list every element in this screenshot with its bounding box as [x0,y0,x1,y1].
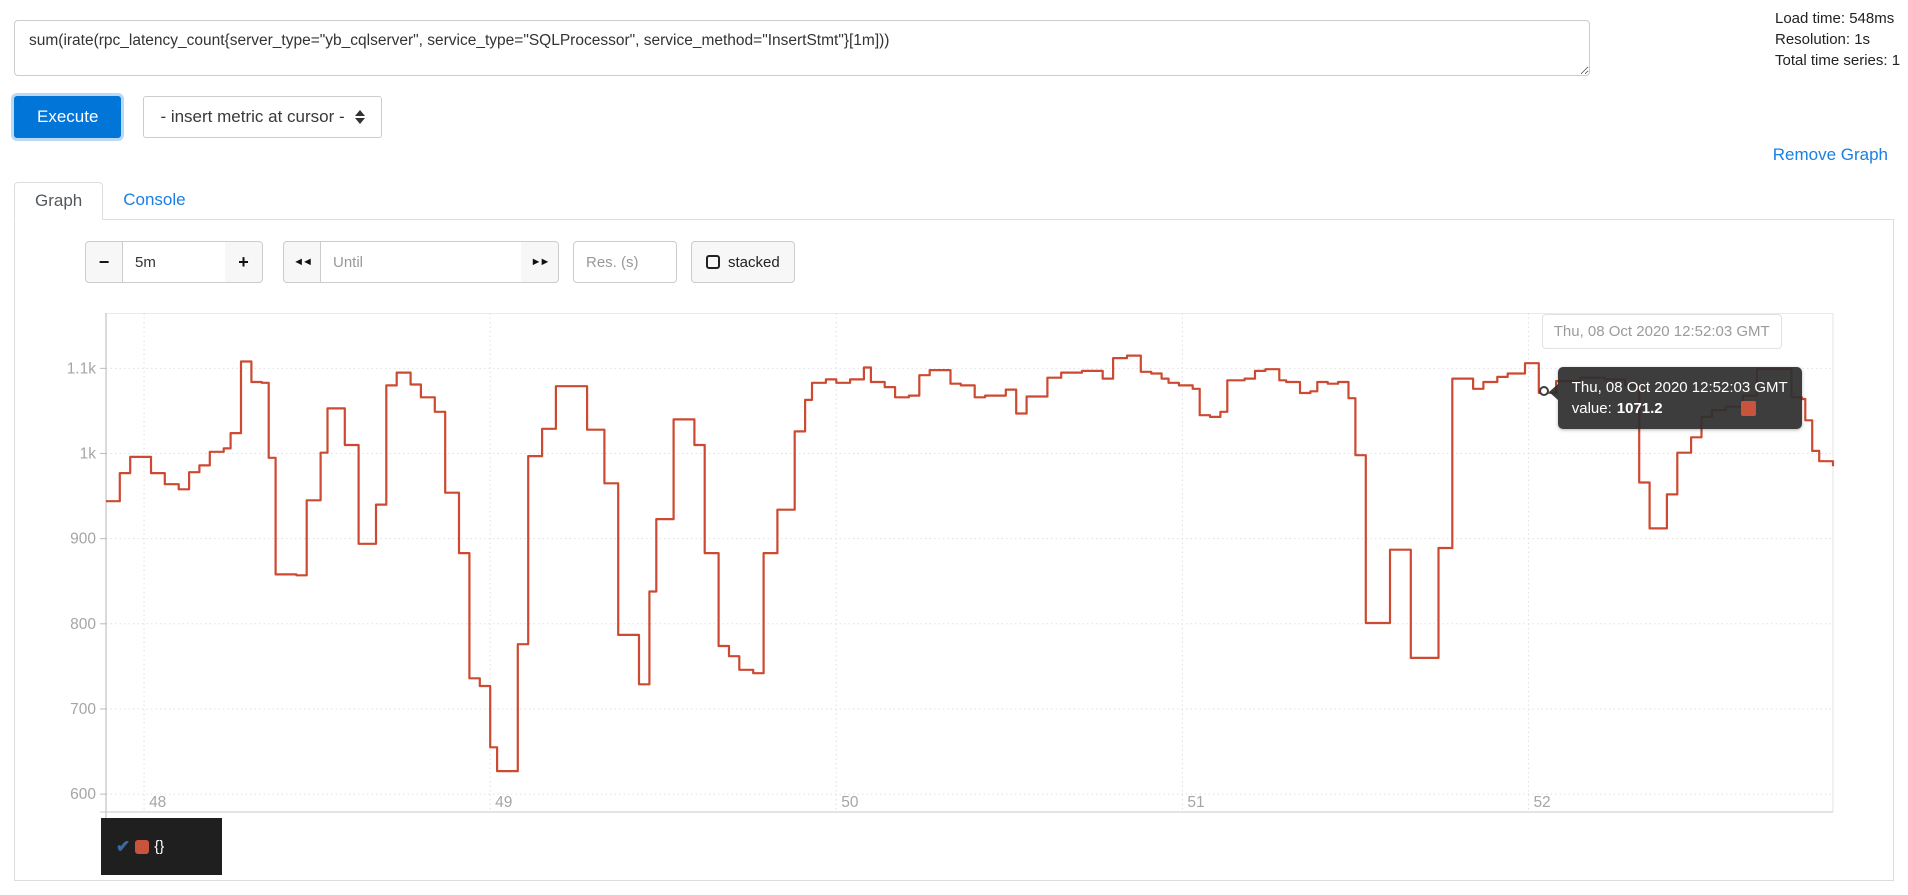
fast-forward-icon: ►► [530,256,551,268]
until-input[interactable] [321,241,521,283]
query-stats: Load time: 548ms Resolution: 1s Total ti… [1775,8,1900,71]
legend[interactable]: ✔ {} [101,818,222,875]
tooltip-value-label: value: [1571,400,1612,417]
insert-metric-dropdown[interactable]: - insert metric at cursor - [143,96,382,138]
until-input-group: ◄◄ ►► [283,241,559,283]
tooltip-value: 1071.2 [1616,400,1663,417]
svg-text:51: 51 [1187,794,1204,811]
tooltip-time: Thu, 08 Oct 2020 12:52:03 GMT [1571,379,1788,396]
range-input[interactable] [123,241,225,283]
svg-text:48: 48 [149,794,166,811]
rewind-button[interactable]: ◄◄ [283,241,321,283]
stacked-label: stacked [728,253,780,271]
stat-total-series: Total time series: 1 [1775,52,1901,69]
line-chart[interactable]: 600 700 800 900 1k 1.1k 48 49 50 51 52 [15,313,1893,825]
tooltip-series-swatch [1740,401,1756,416]
svg-text:1k: 1k [80,446,97,463]
svg-text:700: 700 [70,701,96,718]
svg-text:600: 600 [70,786,96,803]
svg-text:50: 50 [841,794,859,811]
stat-load-time: Load time: 548ms [1775,10,1895,27]
range-input-group: − + [85,241,263,283]
hover-time-tooltip: Thu, 08 Oct 2020 12:52:03 GMT [1541,314,1782,349]
chart: 600 700 800 900 1k 1.1k 48 49 50 51 52 Thu, 08 Oct… [15,313,1893,875]
svg-text:52: 52 [1533,794,1550,811]
resolution-input[interactable] [573,241,677,283]
stacked-toggle-button[interactable]: stacked [691,241,795,283]
tab-bar: Graph Console [14,182,206,220]
stat-resolution: Resolution: 1s [1775,31,1871,48]
rewind-icon: ◄◄ [293,256,313,268]
range-decrease-button[interactable]: − [85,241,123,283]
range-increase-button[interactable]: + [225,241,263,283]
svg-text:1.1k: 1.1k [67,360,97,377]
series-tooltip: Thu, 08 Oct 2020 12:52:03 GMT value: 107… [1548,367,1802,429]
graph-panel: − + ◄◄ ►► stacked 600 700 800 900 1k 1.1k 48 49… [14,219,1894,881]
svg-text:900: 900 [70,531,96,548]
execute-row: Execute - insert metric at cursor - [14,96,382,138]
tab-console[interactable]: Console [123,190,186,209]
svg-text:49: 49 [495,794,512,811]
tooltip-arrow-icon [1548,384,1558,400]
graph-controls: − + ◄◄ ►► stacked [15,241,1893,283]
legend-check-icon: ✔ [116,836,131,856]
select-arrows-icon [354,110,365,124]
insert-metric-label: - insert metric at cursor - [160,107,345,126]
remove-graph-link[interactable]: Remove Graph [1772,145,1888,164]
svg-text:800: 800 [70,616,96,633]
tab-graph[interactable]: Graph [14,182,104,220]
fast-forward-button[interactable]: ►► [521,241,559,283]
legend-series-label: {} [154,838,165,855]
legend-swatch [135,839,150,854]
expression-input[interactable]: sum(irate(rpc_latency_count{server_type=… [14,20,1590,76]
checkbox-unchecked-icon [706,255,720,269]
hover-point-dot [1538,385,1549,396]
execute-button[interactable]: Execute [14,96,122,138]
